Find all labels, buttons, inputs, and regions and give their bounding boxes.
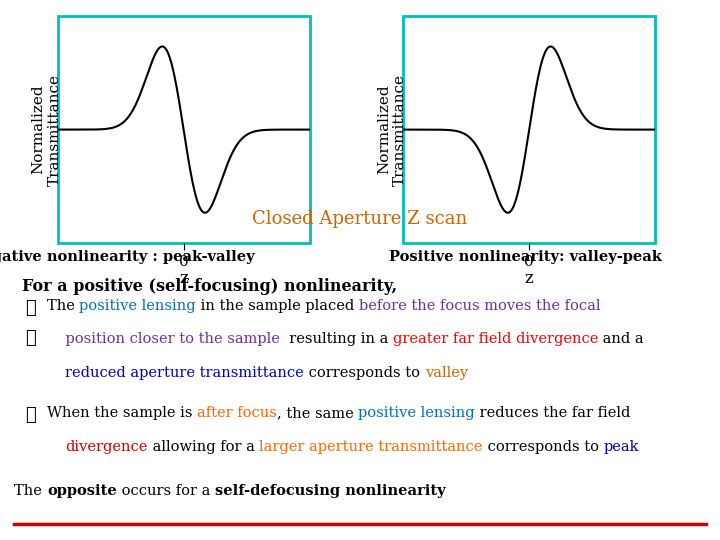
Text: before the focus moves the focal: before the focus moves the focal <box>359 299 600 313</box>
Text: reduced aperture transmittance: reduced aperture transmittance <box>66 366 304 380</box>
Text: self-defocusing nonlinearity: self-defocusing nonlinearity <box>215 484 445 498</box>
Text: Negative nonlinearity : peak-valley: Negative nonlinearity : peak-valley <box>0 249 254 264</box>
Text: after focus: after focus <box>197 406 276 420</box>
Text: divergence: divergence <box>66 440 148 454</box>
Y-axis label: Normalized
Transmittance: Normalized Transmittance <box>377 73 408 186</box>
Text: For a positive (self-focusing) nonlinearity,: For a positive (self-focusing) nonlinear… <box>22 278 397 295</box>
Text: , the same: , the same <box>276 406 358 420</box>
Text: occurs for a: occurs for a <box>117 484 215 498</box>
Text: allowing for a: allowing for a <box>148 440 259 454</box>
Text: greater far field divergence: greater far field divergence <box>392 332 598 346</box>
Text: opposite: opposite <box>47 484 117 498</box>
X-axis label: z: z <box>525 270 534 287</box>
Text: positive lensing: positive lensing <box>79 299 196 313</box>
Text: ❖: ❖ <box>25 329 36 347</box>
Text: positive lensing: positive lensing <box>358 406 474 420</box>
Text: corresponds to: corresponds to <box>482 440 603 454</box>
Text: When the sample is: When the sample is <box>47 406 197 420</box>
Text: resulting in a: resulting in a <box>279 332 392 346</box>
Y-axis label: Normalized
Transmittance: Normalized Transmittance <box>32 73 62 186</box>
Text: larger aperture transmittance: larger aperture transmittance <box>259 440 482 454</box>
X-axis label: z: z <box>179 270 188 287</box>
Text: position closer to the sample: position closer to the sample <box>47 332 279 346</box>
Text: valley: valley <box>425 366 468 380</box>
Text: in the sample placed: in the sample placed <box>196 299 359 313</box>
Text: ❖: ❖ <box>25 299 36 316</box>
Text: Positive nonlinearity: valley-peak: Positive nonlinearity: valley-peak <box>390 249 662 264</box>
Text: ❖: ❖ <box>25 406 36 424</box>
Text: Closed Aperture Z scan: Closed Aperture Z scan <box>253 210 467 228</box>
Text: reduces the far field: reduces the far field <box>474 406 630 420</box>
Text: The: The <box>14 484 47 498</box>
Text: The: The <box>47 299 79 313</box>
Text: corresponds to: corresponds to <box>304 366 425 380</box>
Text: peak: peak <box>603 440 639 454</box>
Text: and a: and a <box>598 332 644 346</box>
